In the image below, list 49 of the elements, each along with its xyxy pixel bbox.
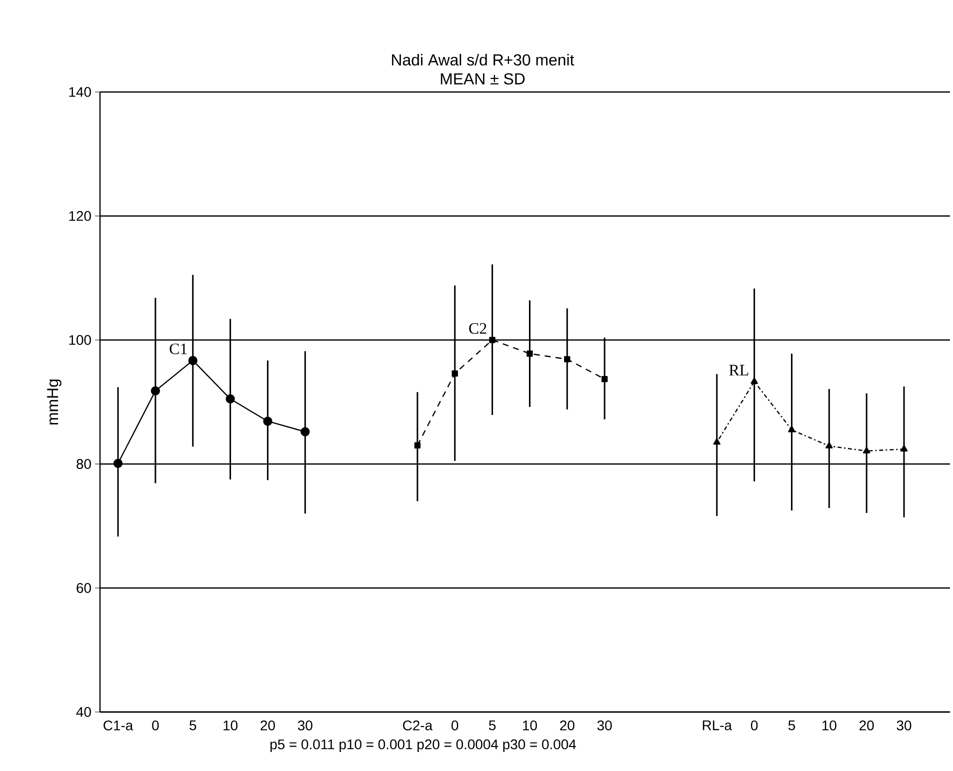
text: p5 = 0.011 p10 = 0.001 p20 = 0.0004 p30 = 0.004 [270,739,576,752]
y-axis-title: mmHg [47,380,62,424]
point [452,370,458,377]
series-label: C1 [170,344,187,354]
x-tick-label: 10 [224,720,238,730]
series-label: RL [729,364,748,376]
point [489,336,496,344]
y-tick-label: 100 [69,335,91,345]
chart-title: Nadi Awal s/d R+30 menit [392,54,574,66]
y-tick-label: 80 [76,459,91,469]
x-tick-label: 30 [896,720,912,730]
point [300,427,310,436]
x-tick-label: 5 [190,720,196,730]
point [750,377,758,384]
x-tick-label: RL-a [702,720,732,730]
point [826,442,833,448]
x-tick-label: 0 [750,720,758,730]
y-tick-label: 40 [76,707,91,717]
y-tick-label: 140 [69,87,91,97]
x-tick-label: 30 [298,720,312,730]
point [526,350,533,357]
point [113,458,123,468]
y-tick-label: 120 [69,211,91,221]
point [263,416,272,426]
point [226,394,235,404]
point [150,386,160,396]
point [188,356,198,366]
x-tick-label: 0 [452,720,458,730]
x-tick-label: C2-a [403,720,433,730]
point [564,356,570,362]
point [862,446,870,454]
y-tick-label: 60 [76,583,91,593]
x-tick-label: 30 [597,720,612,730]
series-label: C2 [469,323,486,334]
point [900,445,908,452]
point [713,438,720,445]
x-tick-label: 5 [488,720,496,730]
point [788,426,796,432]
chart-subtitle: MEAN ± SD [440,73,525,84]
x-tick-label: 20 [560,720,574,730]
point [601,376,608,382]
x-tick-label: 20 [260,720,275,730]
x-tick-label: 0 [152,720,159,730]
x-tick-label: 10 [822,720,836,730]
x-tick-label: 20 [860,720,874,730]
x-tick-label: C1-a [104,720,134,730]
x-tick-label: 5 [788,720,796,730]
x-tick-label: 10 [523,720,537,730]
point [414,442,421,448]
